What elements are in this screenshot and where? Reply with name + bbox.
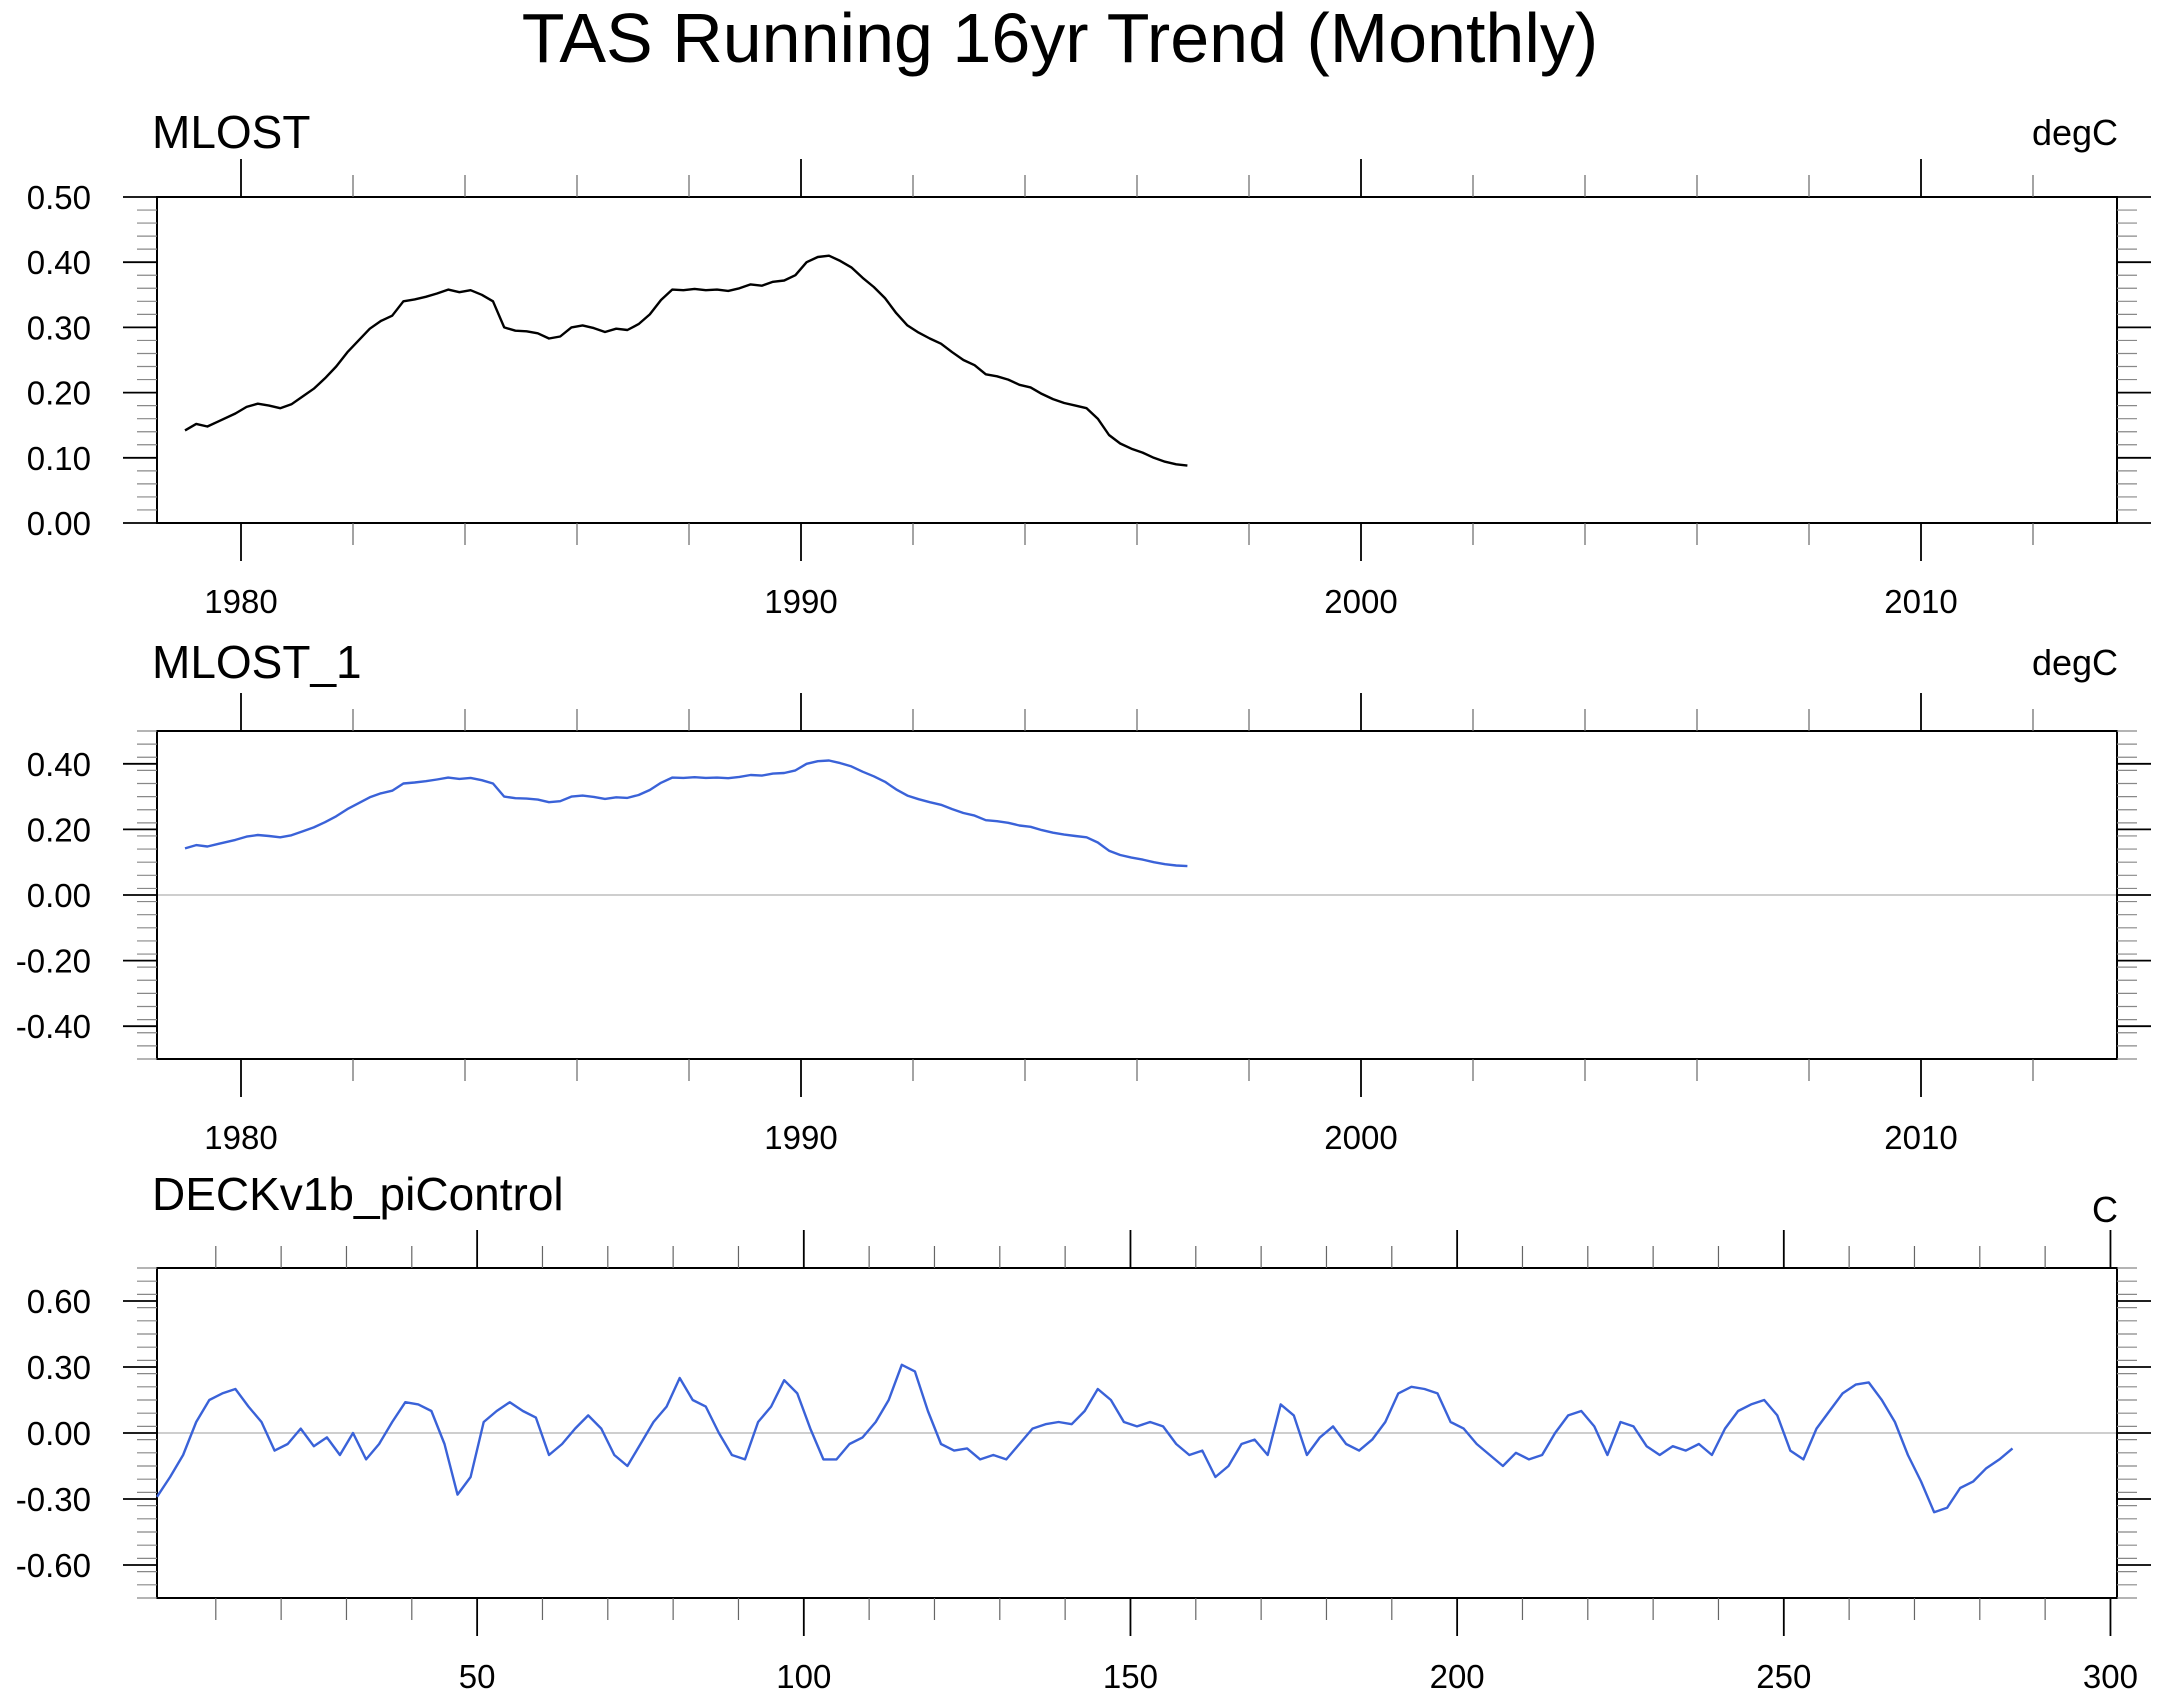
series-layer xyxy=(184,759,1188,868)
x-tick-label: 2000 xyxy=(1324,1119,1397,1156)
y-tick-label: 0.20 xyxy=(27,811,91,848)
y-tick-label: 0.30 xyxy=(27,309,91,346)
panel-units: degC xyxy=(2032,642,2118,683)
x-tick-label: 2010 xyxy=(1884,583,1957,620)
y-tick-label: 0.10 xyxy=(27,440,91,477)
y-tick-label: 0.50 xyxy=(27,179,91,216)
y-tick-label: 0.00 xyxy=(27,877,91,914)
y-tick-label: 0.00 xyxy=(27,505,91,542)
y-tick-label: 0.20 xyxy=(27,375,91,412)
y-tick-label: -0.20 xyxy=(16,943,91,980)
panel-mlost: MLOST degC 0.00 0.10 0.20 0.30 0.40 0.50 1980 1… xyxy=(27,106,2151,620)
panel-mlost-1: MLOST_1 degC -0.40 -0.20 0.00 0.20 0.40 1980 1… xyxy=(16,636,2151,1156)
series-line xyxy=(184,254,1188,467)
y-tick-label: 0.40 xyxy=(27,746,91,783)
y-tick-label: 0.60 xyxy=(27,1283,91,1320)
x-tick-label: 250 xyxy=(1756,1658,1811,1695)
panel-deckv1b-picontrol: DECKv1b_piControl C -0.60 -0.30 0.00 0.30 0.… xyxy=(16,1168,2151,1695)
x-tick-label: 1990 xyxy=(764,583,837,620)
x-tick-label: 2010 xyxy=(1884,1119,1957,1156)
axis-layer: -0.60 -0.30 0.00 0.30 0.60 50 100 150 200 250 300 xyxy=(16,1230,2151,1695)
y-tick-label: 0.30 xyxy=(27,1349,91,1386)
y-tick-label: -0.30 xyxy=(16,1481,91,1518)
x-tick-label: 2000 xyxy=(1324,583,1397,620)
axis-layer: -0.40 -0.20 0.00 0.20 0.40 1980 1990 2000 2010 xyxy=(16,693,2151,1156)
figure-title: TAS Running 16yr Trend (Monthly) xyxy=(522,0,1598,77)
panel-title: DECKv1b_piControl xyxy=(152,1168,564,1220)
x-tick-label: 150 xyxy=(1103,1658,1158,1695)
x-tick-label: 50 xyxy=(459,1658,496,1695)
y-tick-label: 0.00 xyxy=(27,1415,91,1452)
panel-title: MLOST xyxy=(152,106,310,158)
panel-units: degC xyxy=(2032,112,2118,153)
plot-frame xyxy=(156,196,2118,524)
y-tick-label: 0.40 xyxy=(27,244,91,281)
x-tick-label: 1980 xyxy=(204,583,277,620)
series-layer xyxy=(155,1363,2014,1514)
series-line xyxy=(155,1363,2014,1514)
x-tick-label: 1980 xyxy=(204,1119,277,1156)
y-tick-label: -0.60 xyxy=(16,1547,91,1584)
y-tick-label: -0.40 xyxy=(16,1008,91,1045)
panel-title: MLOST_1 xyxy=(152,636,362,688)
x-tick-label: 100 xyxy=(776,1658,831,1695)
series-line xyxy=(184,759,1188,868)
x-tick-label: 300 xyxy=(2083,1658,2138,1695)
series-layer xyxy=(184,254,1188,467)
axis-layer: 0.00 0.10 0.20 0.30 0.40 0.50 1980 1990 2000 2010 xyxy=(27,159,2151,620)
panel-units: C xyxy=(2092,1189,2118,1230)
x-tick-label: 1990 xyxy=(764,1119,837,1156)
x-tick-label: 200 xyxy=(1430,1658,1485,1695)
